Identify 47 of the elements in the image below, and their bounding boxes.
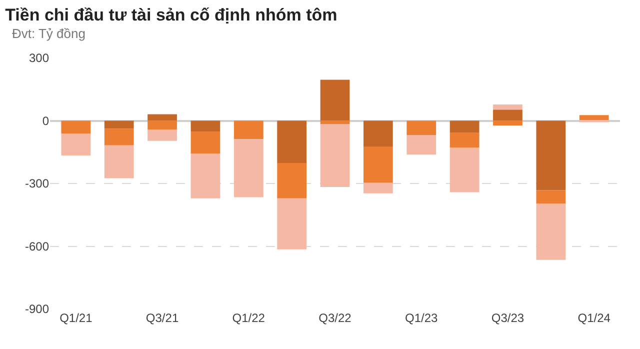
bar <box>277 198 306 250</box>
bar <box>364 120 393 146</box>
bar <box>406 134 436 155</box>
bar <box>190 120 220 132</box>
bar <box>450 148 480 192</box>
bar <box>104 128 134 146</box>
bar <box>190 154 220 198</box>
bar <box>104 145 134 178</box>
y-tick-label: 300 <box>28 51 50 66</box>
bar <box>190 132 220 154</box>
bar <box>277 163 306 198</box>
x-tick-label: Q1/24 <box>578 311 611 325</box>
y-tick-label: 0 <box>42 114 50 128</box>
bar <box>148 114 177 121</box>
x-tick-label: Q1/21 <box>60 311 93 325</box>
bar <box>493 104 522 110</box>
y-tick-label: -600 <box>24 239 50 254</box>
bar <box>104 120 134 129</box>
bar <box>234 120 264 140</box>
y-tick-label: -900 <box>24 302 50 316</box>
bar <box>450 132 480 148</box>
bar <box>61 134 91 156</box>
x-tick-label: Q1/22 <box>232 311 266 325</box>
bar <box>234 139 264 198</box>
chart-title: Tiền chi đầu tư tài sản cố định nhóm tôm <box>5 6 338 25</box>
bar <box>493 120 522 126</box>
x-tick-label: Q3/21 <box>146 311 179 325</box>
bar <box>406 120 436 135</box>
bar <box>450 120 480 133</box>
bar <box>364 146 393 183</box>
bar <box>320 124 350 188</box>
bar <box>277 120 306 163</box>
x-tick-label: Q3/22 <box>318 311 352 325</box>
bar <box>493 110 522 121</box>
bar <box>536 190 566 204</box>
bar <box>536 120 566 190</box>
bar <box>364 182 393 194</box>
bar <box>61 120 91 134</box>
x-tick-label: Q3/23 <box>491 311 524 325</box>
chart-subtitle: Đvt: Tỷ đồng <box>12 26 86 41</box>
bar <box>148 120 177 130</box>
bar <box>148 130 177 141</box>
bar <box>320 120 350 124</box>
bar <box>536 204 566 260</box>
y-tick-label: -300 <box>24 176 50 191</box>
bar <box>320 80 350 121</box>
x-tick-label: Q1/23 <box>405 311 438 325</box>
